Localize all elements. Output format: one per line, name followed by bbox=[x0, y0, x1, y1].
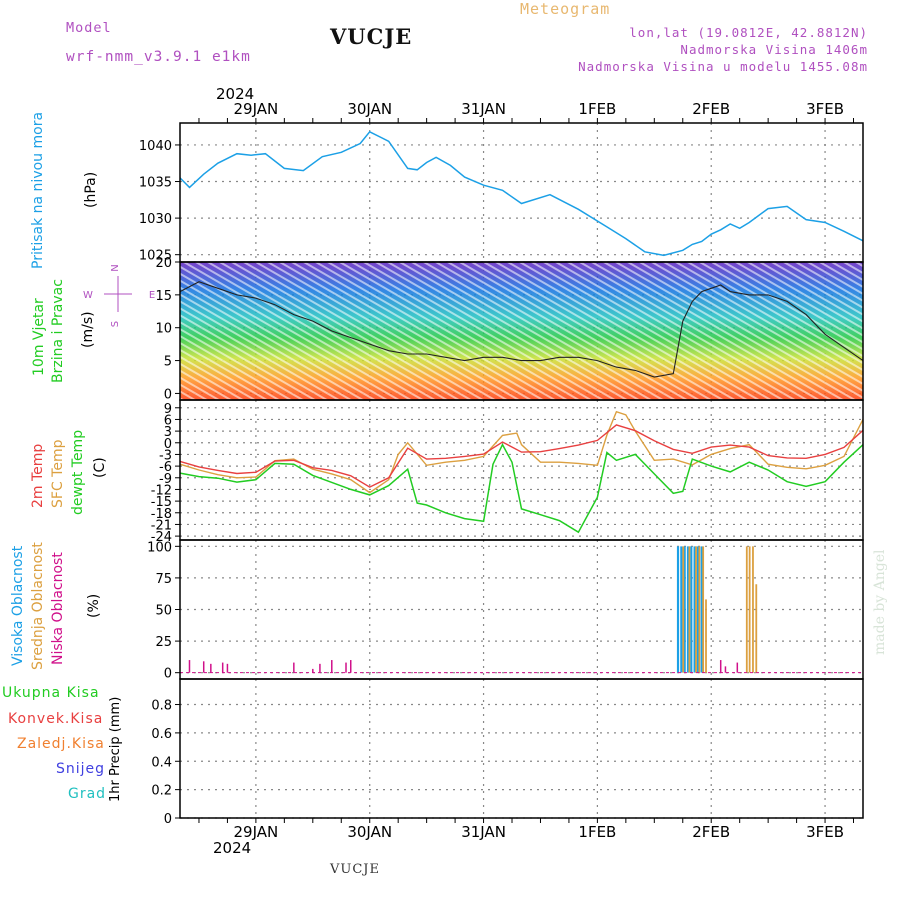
time-tick-label-bottom: 29JAN bbox=[234, 823, 279, 841]
temperature-ytick-label: 0 bbox=[164, 437, 172, 452]
freezing-precip-label: Zaledj.Kisa bbox=[17, 736, 105, 752]
time-tick-label-top: 29JAN bbox=[234, 100, 279, 118]
temperature-ytick-label: -9 bbox=[159, 472, 172, 487]
temperature-panel-frame bbox=[179, 399, 864, 541]
time-tick-label-bottom: 30JAN bbox=[347, 823, 392, 841]
time-tick-label-bottom: 3FEB bbox=[806, 823, 844, 841]
temperature-ytick-label: -15 bbox=[151, 495, 172, 510]
time-tick-label-top: 2FEB bbox=[692, 100, 730, 118]
precip-panel-grid: 0 0.2 0.4 0.6 0.8 bbox=[151, 679, 863, 827]
cloud-ytick-label: 0 bbox=[164, 667, 172, 682]
total-precip-label: Ukupna Kisa bbox=[2, 685, 100, 701]
pressure-panel-frame bbox=[179, 122, 864, 263]
temp2m-series-line bbox=[179, 424, 864, 488]
dewpoint-series-line bbox=[179, 443, 864, 534]
temperature-ytick-label: -21 bbox=[151, 518, 172, 533]
elevation-readout: Nadmorska Visina 1406m bbox=[680, 42, 868, 57]
temperature-ytick-label: -18 bbox=[151, 507, 172, 522]
cloud-ytick-label: 75 bbox=[155, 572, 172, 587]
pressure-ytick-label: 1025 bbox=[139, 249, 172, 264]
precip-ytick-label: 0.6 bbox=[151, 727, 172, 742]
wind-ytick-label: 5 bbox=[164, 355, 172, 370]
precip-ytick-label: 0.8 bbox=[151, 699, 172, 714]
pressure-ytick-label: 1035 bbox=[139, 176, 172, 191]
precip-ytick-label: 0.4 bbox=[151, 755, 172, 770]
svg-text:S: S bbox=[110, 321, 121, 327]
year-label-top: 2024 bbox=[216, 85, 255, 103]
pressure-panel-grid: 1025 1030 1035 1040 bbox=[139, 123, 863, 264]
temperature-ytick-label: 6 bbox=[164, 413, 172, 428]
wind-ytick-label: 0 bbox=[164, 387, 172, 402]
conv-precip-label: Konvek.Kisa bbox=[8, 711, 104, 727]
svg-text:N: N bbox=[110, 264, 121, 271]
cloud-panel-frame bbox=[179, 539, 864, 680]
time-tick-label-bottom: 1FEB bbox=[578, 823, 616, 841]
pressure-series-line bbox=[179, 130, 864, 257]
temperature-ytick-label: -6 bbox=[159, 460, 172, 475]
temperature-ytick-label: -3 bbox=[159, 448, 172, 463]
wind-ytick-label: 15 bbox=[155, 289, 172, 304]
model-name: wrf-nmm_v3.9.1 e1km bbox=[66, 49, 251, 65]
temperature-ytick-label: -12 bbox=[151, 483, 172, 498]
precip-panel-frame bbox=[179, 678, 864, 819]
product-title: Meteogram bbox=[520, 0, 611, 18]
wind-ytick-label: 20 bbox=[155, 256, 172, 271]
pressure-ytick-label: 1040 bbox=[139, 139, 172, 154]
model-label: Model bbox=[66, 20, 112, 36]
cloud-ytick-label: 50 bbox=[155, 604, 172, 619]
lonlat-readout: lon,lat (19.0812E, 42.8812N) bbox=[629, 25, 868, 40]
time-tick-label-bottom: 31JAN bbox=[461, 823, 506, 841]
wind-barb-field bbox=[180, 262, 863, 400]
wind-speed-series-line bbox=[179, 281, 864, 378]
snow-label: Snijeg bbox=[56, 761, 106, 777]
hail-label: Grad bbox=[68, 786, 107, 802]
cloud-ytick-label: 100 bbox=[147, 540, 172, 555]
footer-place: VUCJE bbox=[330, 862, 380, 877]
time-tick-label-bottom: 2FEB bbox=[692, 823, 730, 841]
pressure-ytick-label: 1030 bbox=[139, 212, 172, 227]
precip-ytick-label: 0.2 bbox=[151, 784, 172, 799]
time-tick-label-top: 31JAN bbox=[461, 100, 506, 118]
time-tick-label-top: 3FEB bbox=[806, 100, 844, 118]
time-tick-label-top: 1FEB bbox=[578, 100, 616, 118]
temperature-ytick-label: 3 bbox=[164, 425, 172, 440]
wind-direction-rose: N S W E bbox=[83, 264, 155, 327]
temperature-ytick-label: 9 bbox=[164, 402, 172, 417]
precip-ytick-label: 0 bbox=[164, 812, 172, 827]
svg-text:W: W bbox=[83, 290, 93, 301]
cloud-ytick-label: 25 bbox=[155, 635, 172, 650]
temperature-ytick-label: -24 bbox=[151, 530, 172, 545]
wind-ytick-label: 10 bbox=[155, 322, 172, 337]
chart-title: VUCJE bbox=[330, 24, 413, 49]
svg-text:E: E bbox=[149, 290, 155, 301]
time-tick-label-top: 30JAN bbox=[347, 100, 392, 118]
year-label-bottom: 2024 bbox=[213, 839, 252, 857]
model-elevation-readout: Nadmorska Visina u modelu 1455.08m bbox=[578, 59, 868, 74]
